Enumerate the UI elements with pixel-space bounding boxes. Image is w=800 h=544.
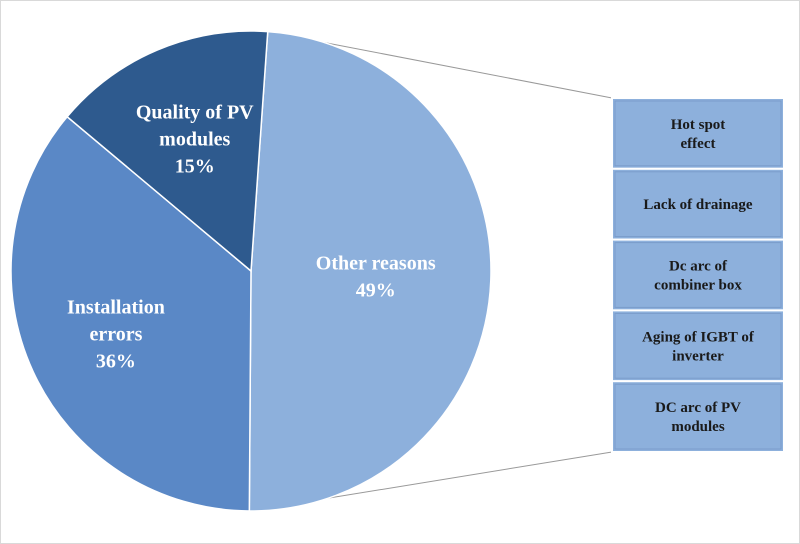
pie-slice-installation bbox=[10, 115, 252, 512]
breakdown-label-dc-arc-of-combiner-box-line-2: combiner box bbox=[654, 278, 742, 294]
breakdown-box-inner-border bbox=[614, 171, 782, 238]
breakdown-box-inner-border bbox=[614, 312, 782, 379]
breakdown-label-aging-of-igbt-of-inverter-line-2: inverter bbox=[672, 348, 724, 364]
slice-label-installation-line-2: errors bbox=[89, 323, 142, 345]
breakdown-label-lack-of-drainage-line-1: Lack of drainage bbox=[643, 197, 753, 213]
slice-label-other-reasons-line-2: 49% bbox=[356, 279, 396, 301]
breakdown-box-lack-of-drainage bbox=[611, 167, 785, 241]
breakdown-label-dc-arc-of-pv-modules-line-1: DC arc of PV bbox=[655, 400, 741, 416]
slice-label-quality-of-pv-line-2: modules bbox=[159, 128, 230, 150]
breakdown-box-inner-border bbox=[614, 383, 782, 450]
slice-label-installation-line-3: 36% bbox=[96, 350, 136, 372]
pie-slice-labels: Other reasons 49% Installation errors 36% Qua… bbox=[67, 101, 436, 372]
slice-label-installation-line-1: Installation bbox=[67, 296, 165, 318]
breakdown-label-hot-spot-effect-line-2: effect bbox=[681, 136, 716, 152]
pie-slice-quality-of-pv bbox=[66, 30, 269, 273]
breakdown-label-aging-of-igbt-of-inverter-line-1: Aging of IGBT of bbox=[642, 329, 755, 345]
breakdown-box-dc-arc-of-combiner-box bbox=[611, 238, 785, 312]
breakdown-box-aging-of-igbt-of-inverter bbox=[611, 309, 785, 383]
slice-label-other-reasons-line-1: Other reasons bbox=[316, 252, 436, 274]
slice-label-quality-of-pv-line-3: 15% bbox=[175, 155, 215, 177]
breakdown-box-inner-border bbox=[614, 242, 782, 308]
breakdown-label-dc-arc-of-combiner-box-line-1: Dc arc of bbox=[669, 259, 728, 275]
breakdown-box-dc-arc-of-pv-modules bbox=[611, 380, 785, 454]
breakdown-label-dc-arc-of-pv-modules-line-2: modules bbox=[671, 419, 725, 435]
breakdown-box-hot-spot-effect bbox=[611, 97, 785, 170]
breakdown-box-inner-border bbox=[614, 100, 782, 167]
pie-slice-other-reasons bbox=[248, 30, 492, 512]
slice-label-quality-of-pv-line-1: Quality of PV bbox=[136, 101, 254, 123]
breakdown-label-hot-spot-effect-line-1: Hot spot bbox=[671, 117, 726, 133]
pie-slices bbox=[10, 30, 492, 512]
breakdown-bar: Hot spot effect Lack of drainage Dc arc of c… bbox=[611, 97, 785, 454]
